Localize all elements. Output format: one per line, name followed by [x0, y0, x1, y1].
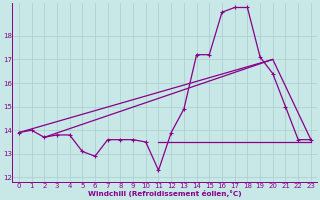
X-axis label: Windchill (Refroidissement éolien,°C): Windchill (Refroidissement éolien,°C) — [88, 190, 242, 197]
